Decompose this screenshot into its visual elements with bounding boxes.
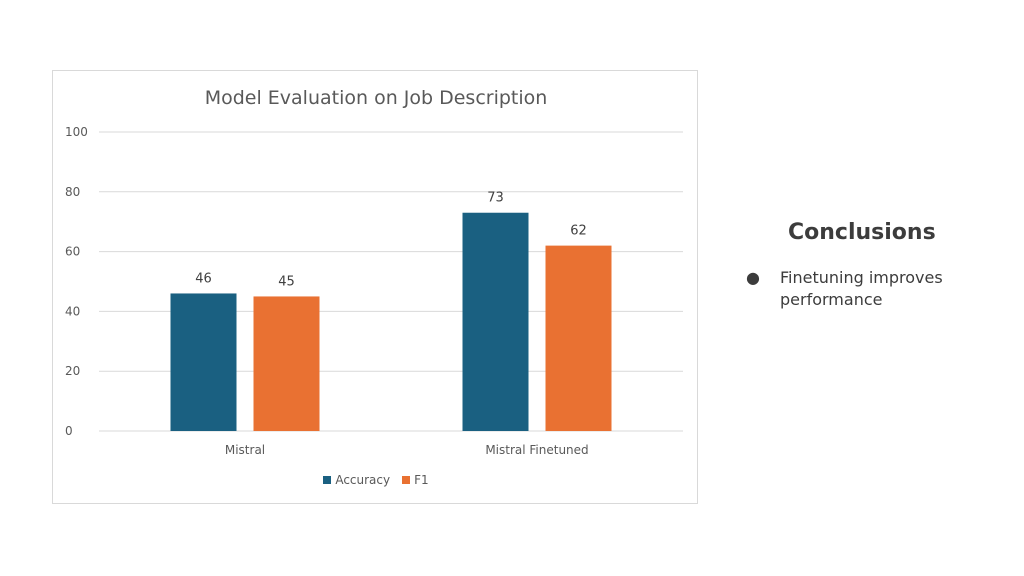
y-tick-label: 20 [65,364,80,378]
legend-item-accuracy: Accuracy [323,473,390,487]
data-label: 45 [278,274,295,289]
data-label: 46 [195,271,212,286]
y-tick-label: 0 [65,424,73,438]
y-tick-label: 100 [65,125,88,139]
conclusions-panel: Conclusions ● Finetuning improves perfor… [740,220,990,311]
legend-label-f1: F1 [414,473,429,487]
chart-legend: Accuracy F1 [53,473,699,487]
legend-swatch-accuracy [323,476,332,484]
legend-label-accuracy: Accuracy [335,473,391,487]
legend-swatch-f1 [402,476,411,484]
conclusion-item: ● Finetuning improves performance [740,267,990,311]
bar-f1 [253,296,320,431]
data-label: 73 [487,191,504,206]
bar-accuracy [170,293,237,431]
conclusions-title: Conclusions [788,220,936,245]
y-tick-label: 80 [65,185,80,199]
bullet-icon: ● [746,268,760,287]
legend-item-f1: F1 [402,473,429,487]
chart-title: Model Evaluation on Job Description [204,87,548,109]
y-tick-label: 60 [65,245,80,259]
chart-frame: Model Evaluation on Job Description 0 20 4… [52,70,698,504]
x-tick-label: Mistral Finetuned [485,443,588,457]
bar-f1 [545,245,612,431]
data-label: 62 [570,224,587,239]
conclusion-text: Finetuning improves performance [780,268,943,309]
x-tick-label: Mistral [225,443,265,457]
conclusions-list: ● Finetuning improves performance [740,267,990,311]
bar-accuracy [462,212,529,431]
y-tick-label: 40 [65,304,80,318]
bar-chart: 0 20 40 60 80 100 46 45 Mistral 73 62 Mistral Finet… [65,125,683,457]
